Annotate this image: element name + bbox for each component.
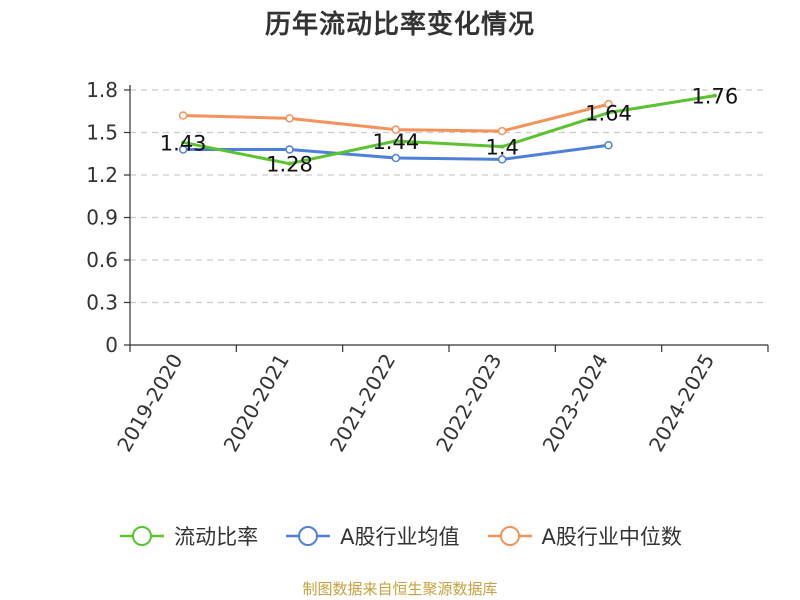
data-source-note: 制图数据来自恒生聚源数据库 [302, 580, 498, 598]
data-point [393, 139, 398, 143]
y-tick-label: 0.9 [86, 206, 118, 230]
data-labels: 1.43 1.28 1.44 1.4 1.64 1.76 [160, 85, 738, 177]
legend-line-circle-icon [286, 526, 331, 546]
data-point [606, 110, 611, 115]
data-point [391, 153, 401, 163]
data-point [604, 141, 613, 150]
data-point [712, 93, 717, 98]
x-tick-label: 2024-2025 [644, 350, 719, 456]
data-point [497, 155, 507, 164]
x-tick-label: 2019-2020 [112, 350, 187, 456]
y-tick-label: 1.8 [86, 78, 118, 102]
legend-label: A股行业中位数 [541, 525, 682, 549]
y-tick-label: 0.6 [86, 248, 118, 272]
data-label: 1.43 [160, 131, 207, 155]
series-lines [178, 93, 717, 166]
legend-item-industry-mean[interactable]: A股行业均值 [284, 521, 460, 551]
data-point [181, 140, 186, 145]
data-point [604, 99, 613, 109]
y-tick-label: 0 [105, 333, 118, 357]
grid-lines [130, 89, 768, 304]
x-tick-label: 2022-2023 [431, 349, 506, 455]
legend-item-current-ratio[interactable]: 流动比率 [118, 521, 258, 551]
data-point [285, 114, 294, 123]
data-point [285, 145, 294, 154]
series-line [182, 94, 716, 166]
legend-label: A股行业均值 [340, 525, 460, 549]
x-tick-label: 2020-2021 [219, 350, 294, 456]
y-tick-label: 1.5 [86, 121, 118, 145]
data-point [178, 145, 188, 154]
legend-line-circle-icon [487, 526, 532, 546]
legend: 流动比率 A股行业均值 A股行业中位数 [0, 518, 800, 554]
data-label: 1.76 [691, 85, 738, 109]
x-tick-label: 2023-2024 [538, 350, 613, 456]
data-label: 1.4 [485, 136, 518, 160]
data-label: 1.28 [266, 153, 313, 177]
data-label: 1.44 [372, 130, 419, 154]
legend-label: 流动比率 [174, 525, 259, 549]
data-point [178, 111, 188, 120]
chart-title: 历年流动比率变化情况 [264, 10, 535, 40]
data-point [391, 125, 401, 134]
x-tick-label: 2021-2022 [325, 350, 400, 456]
data-point [497, 126, 507, 136]
legend-item-industry-median[interactable]: A股行业中位数 [486, 521, 682, 551]
data-point [287, 161, 292, 166]
y-tick-label: 1.2 [86, 163, 118, 187]
legend-line-circle-icon [120, 526, 165, 546]
y-tick-label: 0.3 [86, 291, 118, 315]
data-label: 1.64 [585, 102, 632, 126]
data-point [500, 144, 505, 149]
